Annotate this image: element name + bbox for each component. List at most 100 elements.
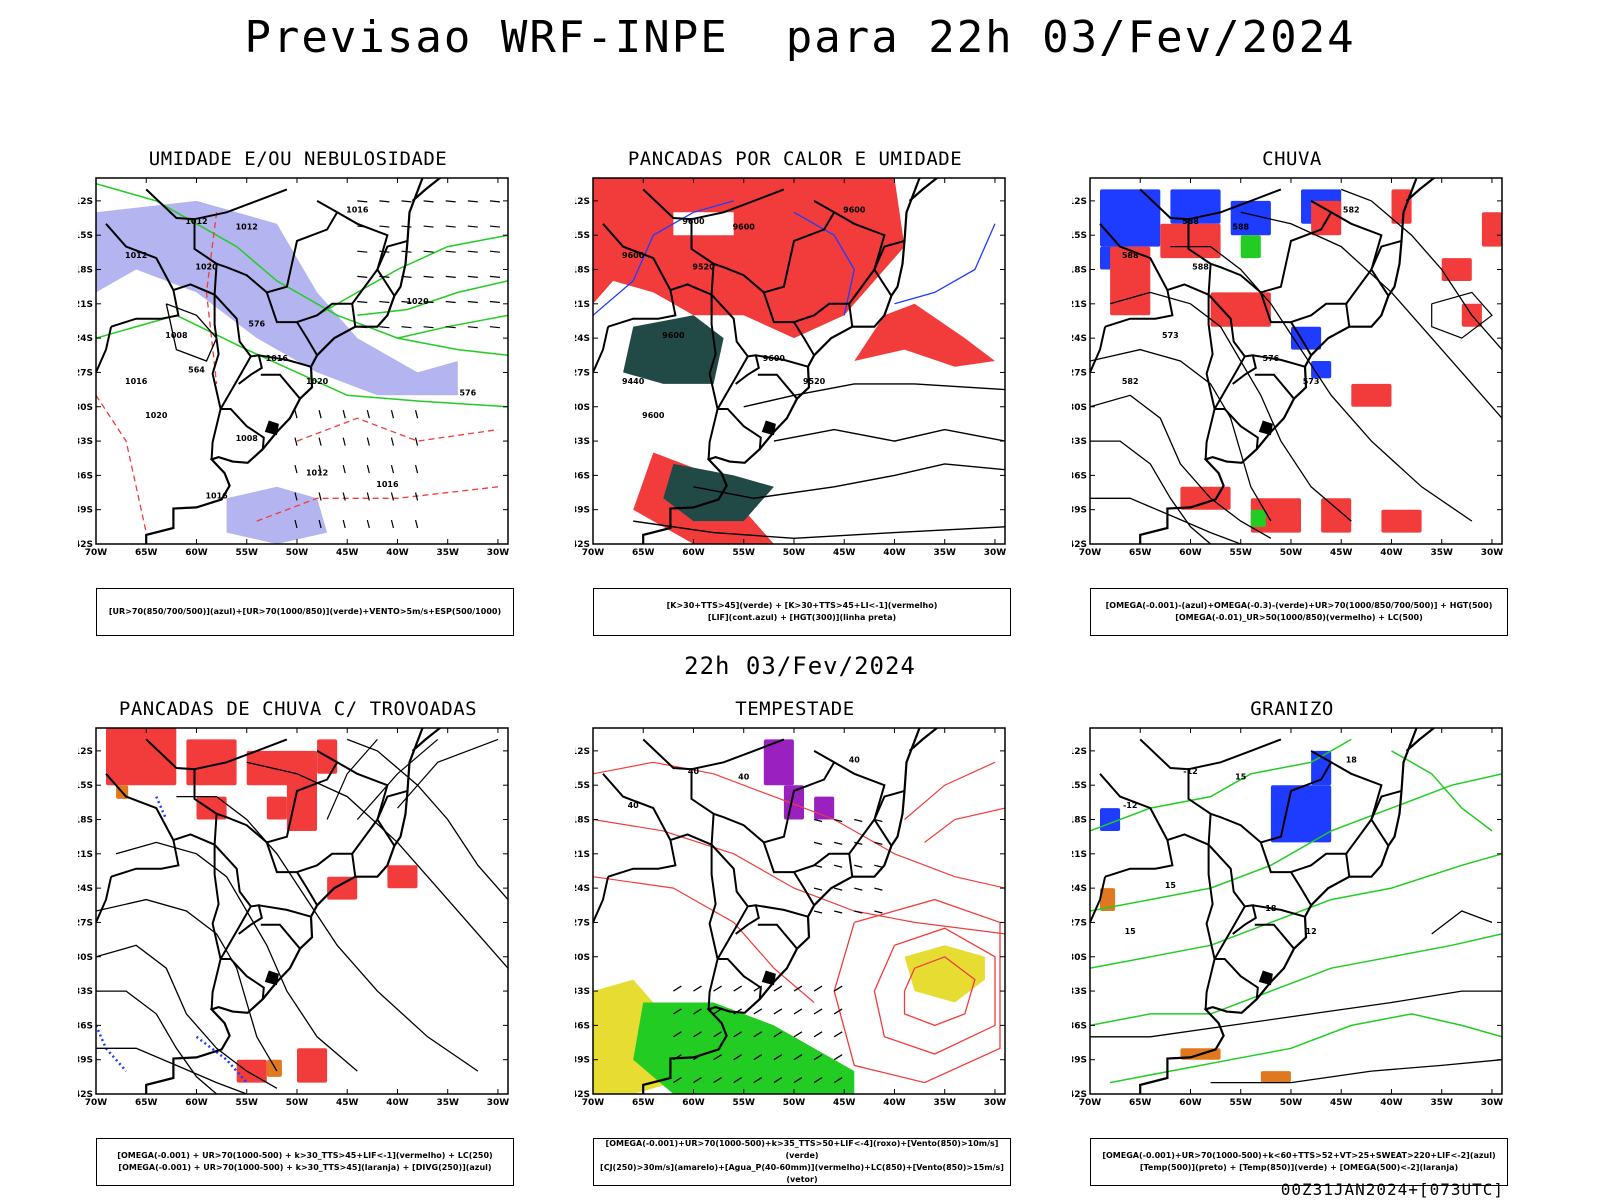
wind-vector <box>874 841 883 845</box>
wind-vector <box>423 250 434 253</box>
border-line <box>713 262 765 294</box>
border-line <box>296 852 353 874</box>
streamline <box>115 841 358 1072</box>
panel-title: CHUVA <box>1262 148 1322 170</box>
lat-label: 30S <box>1072 403 1087 413</box>
height-contour-black <box>1090 440 1212 544</box>
map-frame <box>1089 177 1503 545</box>
streamline-red <box>904 761 996 820</box>
streamline <box>96 990 218 1094</box>
contour-label: 1016 <box>346 205 369 214</box>
border-line <box>1090 326 1107 373</box>
rain-area-green <box>1240 235 1261 259</box>
contour-label: 573 <box>1303 377 1320 386</box>
lon-label: 50W <box>286 1098 309 1108</box>
lat-label: 39S <box>1072 506 1087 516</box>
lat-label: 42S <box>575 1090 590 1100</box>
storm-area-red <box>236 1059 267 1083</box>
legend-line: [LIF](cont.azul) + [HGT(300)](linha pret… <box>707 613 897 622</box>
storm-area-red <box>106 728 177 786</box>
border-line <box>602 773 672 841</box>
wind-vector <box>467 250 478 253</box>
contour-label: 1020 <box>306 377 329 386</box>
wind-vector <box>489 300 500 304</box>
contour-label: 40 <box>688 767 700 776</box>
border-line <box>757 923 798 950</box>
lon-label: 60W <box>185 548 208 558</box>
contour-label: 9600 <box>682 217 705 226</box>
lon-label: 45W <box>336 548 359 558</box>
wind-vector <box>673 985 682 992</box>
wind-vector <box>390 410 395 419</box>
wind-vector <box>834 864 843 868</box>
lat-label: 18S <box>1072 266 1087 276</box>
humid-contour-green <box>357 280 508 317</box>
wind-vector <box>693 985 702 992</box>
lat-label: 12S <box>1072 197 1087 207</box>
contour-label: 9600 <box>662 331 685 340</box>
contour-label: 582 <box>1122 377 1139 386</box>
wind-vector <box>793 1054 803 1061</box>
contour-label: 40 <box>628 801 640 810</box>
wind-vector <box>834 841 843 845</box>
wind-vector <box>733 1054 743 1061</box>
storm-area-red <box>297 1048 328 1083</box>
wind-vector <box>414 492 419 501</box>
lat-label: 39S <box>78 1056 93 1066</box>
height-contour-black <box>1090 394 1272 539</box>
lon-label: 65W <box>135 1098 158 1108</box>
border-line <box>216 812 268 844</box>
lat-label: 24S <box>575 334 590 344</box>
lon-label: 30W <box>984 548 1007 558</box>
lat-label: 21S <box>1072 300 1087 310</box>
lon-label: 65W <box>632 548 655 558</box>
legend-line: [OMEGA(-0.001)-(azul)+OMEGA(-0.3)-(verde… <box>1105 601 1493 610</box>
lat-label: 27S <box>575 368 590 378</box>
lon-label: 55W <box>236 1098 259 1108</box>
storm-area-red <box>327 876 358 900</box>
wind-vector <box>342 464 346 474</box>
lat-label: 27S <box>78 918 93 928</box>
wind-vector <box>854 864 863 868</box>
lif-contour-blue <box>894 223 996 305</box>
wind-vector <box>467 300 478 304</box>
streamline-red <box>593 818 1005 935</box>
contour-label: 1020 <box>145 411 168 420</box>
wind-vector <box>445 275 456 278</box>
border-line <box>1254 923 1295 950</box>
map-chuva: 588 588 588 582 576 573 573 582 588 12S 15S 18S 21S 2… <box>1072 177 1503 558</box>
lon-label: 40W <box>883 1098 906 1108</box>
lat-label: 12S <box>575 197 590 207</box>
wind-vector <box>773 1054 783 1061</box>
wind-vector <box>813 1031 823 1038</box>
border-line <box>593 876 610 923</box>
wind-vector <box>773 1008 783 1015</box>
lat-label: 33S <box>575 437 590 447</box>
legend-line: [OMEGA(-0.001) + UR>70(1000-500) + k>30_… <box>117 1151 493 1160</box>
border-line <box>793 302 850 324</box>
border-line <box>1370 239 1402 297</box>
wind-vector <box>318 492 322 501</box>
lon-label: 60W <box>1179 548 1202 558</box>
streamline-red <box>873 927 996 1055</box>
contour-label: 1008 <box>165 331 188 340</box>
height-contour-black <box>743 383 1005 408</box>
thickness-contour-red <box>96 394 147 533</box>
contour-label: 9600 <box>622 251 645 260</box>
wind-vector <box>445 200 456 203</box>
border-line <box>707 408 762 460</box>
border-line <box>1259 761 1333 906</box>
contour-label: 1016 <box>266 354 289 363</box>
wind-vector <box>423 200 434 203</box>
contour-label: 1016 <box>205 491 228 500</box>
lon-label: 45W <box>833 1098 856 1108</box>
wind-vector <box>445 225 456 228</box>
lat-label: 12S <box>1072 747 1087 757</box>
wind-vector <box>401 326 412 329</box>
lon-label: 65W <box>1129 548 1152 558</box>
height-contour-black <box>1090 348 1272 522</box>
wind-vector <box>366 464 370 474</box>
temp500-contour-black <box>1431 910 1493 935</box>
lake <box>264 420 279 436</box>
lat-label: 42S <box>575 540 590 550</box>
